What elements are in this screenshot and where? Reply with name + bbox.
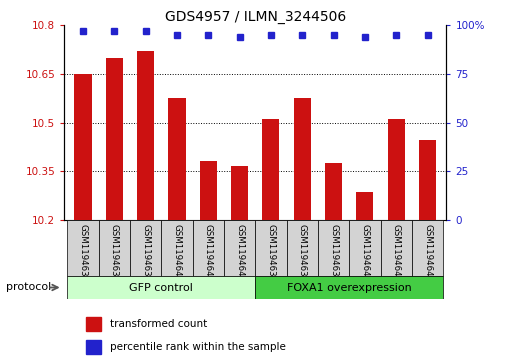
Text: GSM1194639: GSM1194639	[329, 224, 338, 282]
Bar	[168, 98, 186, 220]
Text: GSM1194643: GSM1194643	[235, 224, 244, 282]
FancyBboxPatch shape	[255, 276, 443, 299]
Text: GSM1194642: GSM1194642	[204, 224, 213, 282]
Text: protocol: protocol	[6, 282, 51, 293]
FancyBboxPatch shape	[287, 220, 318, 276]
Bar	[356, 192, 373, 220]
FancyBboxPatch shape	[412, 220, 443, 276]
Text: GSM1194644: GSM1194644	[392, 224, 401, 282]
Text: FOXA1 overexpression: FOXA1 overexpression	[287, 283, 411, 293]
FancyBboxPatch shape	[130, 220, 161, 276]
Text: GSM1194636: GSM1194636	[110, 224, 119, 282]
FancyBboxPatch shape	[98, 220, 130, 276]
Bar	[419, 140, 436, 220]
Bar	[293, 98, 311, 220]
Text: GSM1194634: GSM1194634	[266, 224, 275, 282]
Text: percentile rank within the sample: percentile rank within the sample	[110, 342, 286, 352]
FancyBboxPatch shape	[224, 220, 255, 276]
Bar	[200, 161, 217, 220]
FancyBboxPatch shape	[381, 220, 412, 276]
FancyBboxPatch shape	[318, 220, 349, 276]
FancyBboxPatch shape	[192, 220, 224, 276]
Bar	[231, 166, 248, 220]
Text: GSM1194637: GSM1194637	[141, 224, 150, 282]
Bar	[86, 340, 102, 354]
Bar	[86, 317, 102, 331]
Bar	[325, 163, 342, 220]
FancyBboxPatch shape	[255, 220, 287, 276]
Bar	[137, 51, 154, 220]
Text: GSM1194638: GSM1194638	[298, 224, 307, 282]
FancyBboxPatch shape	[67, 276, 255, 299]
FancyBboxPatch shape	[67, 220, 98, 276]
Bar	[262, 119, 280, 220]
FancyBboxPatch shape	[349, 220, 381, 276]
Title: GDS4957 / ILMN_3244506: GDS4957 / ILMN_3244506	[165, 11, 346, 24]
Text: transformed count: transformed count	[110, 319, 207, 329]
Bar	[74, 74, 91, 220]
Bar	[388, 119, 405, 220]
Text: GSM1194640: GSM1194640	[360, 224, 369, 282]
Text: GSM1194645: GSM1194645	[423, 224, 432, 282]
Bar	[106, 58, 123, 220]
Text: GSM1194641: GSM1194641	[172, 224, 182, 282]
Text: GFP control: GFP control	[129, 283, 193, 293]
FancyBboxPatch shape	[161, 220, 192, 276]
Text: GSM1194635: GSM1194635	[78, 224, 87, 282]
